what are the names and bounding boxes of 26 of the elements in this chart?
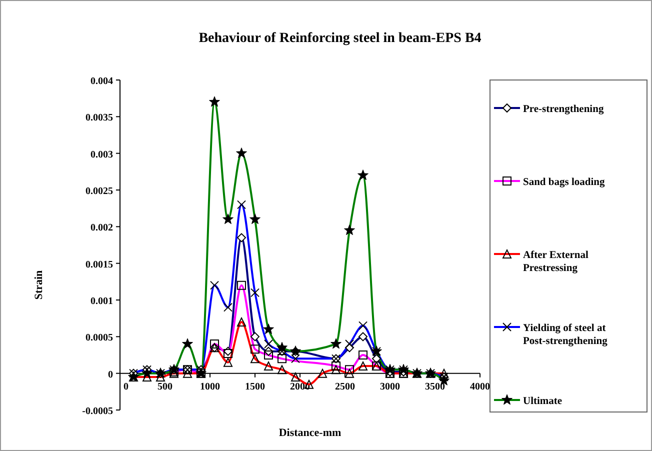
legend-label: Ultimate xyxy=(523,396,562,407)
legend-label: Sand bags loading xyxy=(523,177,606,188)
y-tick-label: 0.001 xyxy=(90,296,113,307)
x-tick-label: 1000 xyxy=(200,381,220,392)
y-tick-label: 0 xyxy=(108,369,113,380)
y-tick-label: 0.003 xyxy=(90,149,113,160)
x-tick-label: 3000 xyxy=(380,381,400,392)
y-tick-label: 0.004 xyxy=(90,76,113,87)
y-tick-label: 0.0035 xyxy=(86,112,113,124)
legend-label: Yielding of steel at Post-strengthening xyxy=(523,323,608,347)
y-tick-label: 0.0015 xyxy=(86,259,113,270)
x-tick-label: 3500 xyxy=(425,381,445,392)
x-tick-label: 1500 xyxy=(245,381,265,392)
x-tick-label: 0 xyxy=(124,381,128,392)
y-tick-label: 0.002 xyxy=(90,222,113,234)
x-axis-title: Distance-mm xyxy=(278,427,342,439)
x-tick-label: 2500 xyxy=(335,381,355,392)
y-tick-label: 0.0005 xyxy=(86,332,113,344)
x-tick-label: 500 xyxy=(158,381,172,392)
legend-label: Pre-strengthening xyxy=(523,104,604,115)
y-axis-title: Strain xyxy=(33,270,45,300)
chart-title: Behaviour of Reinforcing steel in beam-EPS B4 xyxy=(198,31,482,46)
x-tick-label: 4000 xyxy=(470,381,490,392)
y-tick-label: 0.0025 xyxy=(86,186,113,197)
y-tick-label: -0.0005 xyxy=(82,406,113,417)
legend-label: After External Prestressing xyxy=(523,250,588,274)
